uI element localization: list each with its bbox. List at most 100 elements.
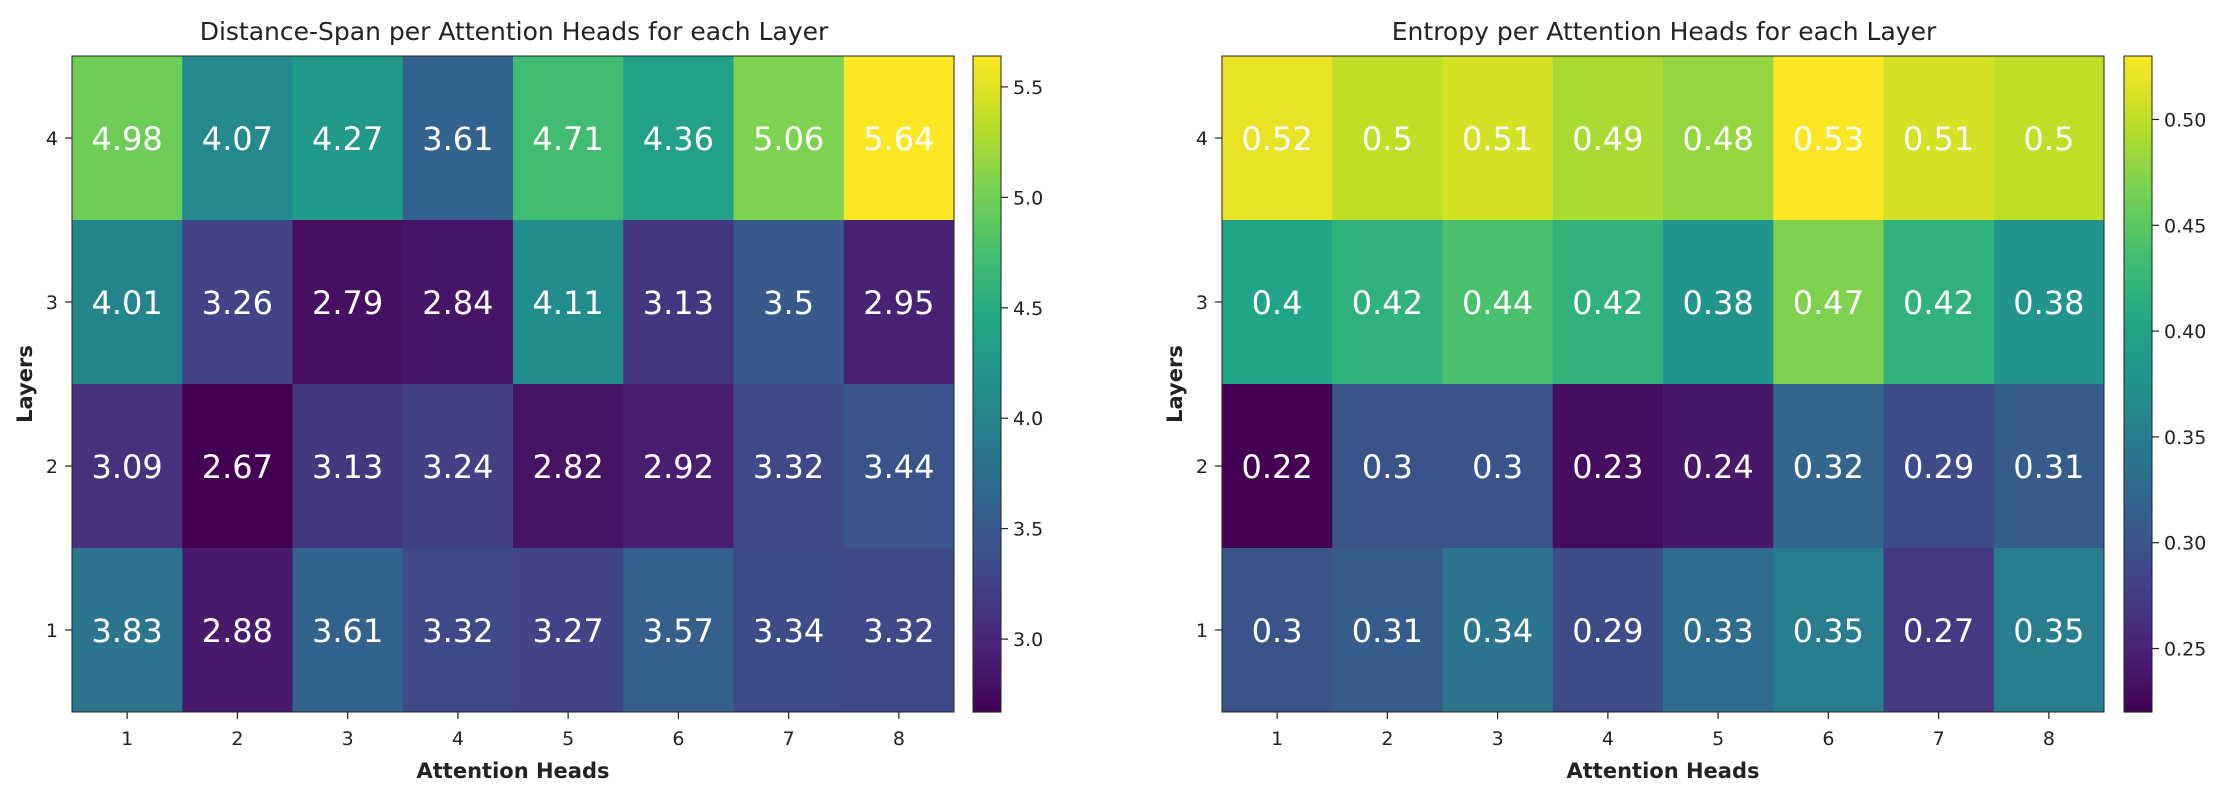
colorbar-segment <box>2124 411 2152 418</box>
colorbar-segment <box>2124 493 2152 500</box>
heatmap-cell <box>1332 548 1443 713</box>
colorbar-segment <box>2124 438 2152 445</box>
colorbar-segment <box>2124 526 2152 533</box>
colorbar-segment <box>2124 668 2152 675</box>
colorbar-segment <box>2124 416 2152 423</box>
colorbar-segment <box>973 105 1001 112</box>
colorbar-segment <box>2124 192 2152 199</box>
x-tick-label: 7 <box>1933 728 1945 750</box>
cell-value-label: 3.5 <box>763 284 814 322</box>
colorbar-segment <box>2124 72 2152 79</box>
colorbar-segment <box>2124 230 2152 237</box>
cell-value-label: 3.32 <box>863 612 934 650</box>
colorbar-segment <box>973 329 1001 336</box>
heatmap-cell <box>1552 384 1664 549</box>
colorbar-segment <box>973 291 1001 298</box>
colorbar-segment <box>973 482 1001 489</box>
colorbar-segment <box>973 296 1001 303</box>
colorbar-segment <box>973 635 1001 642</box>
colorbar-segment <box>2124 466 2152 473</box>
x-axis-label: Attention Heads <box>1567 759 1760 783</box>
cell-value-label: 2.88 <box>202 612 273 650</box>
x-tick-label: 2 <box>1381 728 1393 750</box>
cell-value-label: 0.42 <box>1903 284 1974 322</box>
x-tick-label: 2 <box>231 728 243 750</box>
colorbar-segment <box>973 345 1001 352</box>
y-tick-label: 2 <box>1196 456 1208 478</box>
cell-value-label: 0.22 <box>1242 448 1313 486</box>
heatmap-cell <box>733 220 845 385</box>
colorbar-segment <box>973 138 1001 145</box>
colorbar-segment <box>973 302 1001 309</box>
colorbar-segment <box>2124 400 2152 407</box>
colorbar-segment <box>2124 482 2152 489</box>
colorbar-segment <box>973 657 1001 664</box>
colorbar-frame <box>972 55 1002 713</box>
colorbar-segment <box>973 542 1001 549</box>
colorbar-segment <box>2124 99 2152 106</box>
colorbar-segment <box>2124 143 2152 150</box>
cell-value-label: 0.3 <box>1472 448 1523 486</box>
colorbar-segment <box>2124 487 2152 494</box>
colorbar-segment <box>973 449 1001 456</box>
colorbar-segment <box>973 411 1001 418</box>
cell-value-label: 0.42 <box>1572 284 1643 322</box>
colorbar-segment <box>2124 159 2152 166</box>
colorbar-segment <box>973 498 1001 505</box>
cell-value-label: 5.06 <box>753 120 824 158</box>
heatmap-cell <box>72 548 183 713</box>
colorbar-segment <box>2124 225 2152 232</box>
colorbar-segment <box>2124 132 2152 139</box>
heatmap-cell <box>182 220 293 385</box>
cell-value-label: 0.48 <box>1683 120 1754 158</box>
heatmap-cell <box>623 56 734 221</box>
colorbar-segment <box>2124 296 2152 303</box>
heatmap-cell <box>72 56 183 221</box>
cell-value-label: 4.71 <box>533 120 604 158</box>
colorbar-segment <box>973 165 1001 172</box>
cell-value-label: 4.36 <box>643 120 714 158</box>
colorbar-segment <box>2124 170 2152 177</box>
colorbar-segment <box>973 630 1001 637</box>
y-tick-label: 4 <box>1196 128 1208 150</box>
colorbar-segment <box>973 444 1001 451</box>
colorbar-segment <box>973 515 1001 522</box>
colorbar-segment <box>973 362 1001 369</box>
colorbar-tick-label: 3.5 <box>1013 519 1043 541</box>
heatmap-cell <box>1993 56 2105 221</box>
cell-value-label: 3.27 <box>533 612 604 650</box>
colorbar-segment <box>973 66 1001 73</box>
colorbar-segment <box>973 252 1001 259</box>
colorbar-segment <box>2124 198 2152 205</box>
cell-value-label: 0.3 <box>1252 612 1303 650</box>
heatmap-cell <box>402 548 514 713</box>
colorbar-segment <box>973 493 1001 500</box>
heatmap-cell <box>292 548 404 713</box>
colorbar-segment <box>973 520 1001 527</box>
colorbar-segment <box>2124 334 2152 341</box>
colorbar-segment <box>2124 236 2152 243</box>
colorbar-segment <box>2124 673 2152 680</box>
colorbar-segment <box>973 274 1001 281</box>
cell-value-label: 3.44 <box>863 448 934 486</box>
cell-value-label: 2.67 <box>202 448 273 486</box>
cell-value-label: 0.3 <box>1362 448 1413 486</box>
colorbar-segment <box>2124 154 2152 161</box>
heatmap-cell <box>843 220 955 385</box>
cell-value-label: 3.61 <box>422 120 493 158</box>
heatmap-cell <box>1773 56 1884 221</box>
colorbar-segment <box>973 198 1001 205</box>
colorbar-tick-label: 3.0 <box>1013 629 1043 651</box>
cell-value-label: 0.34 <box>1462 612 1533 650</box>
colorbar-segment <box>973 389 1001 396</box>
colorbar-segment <box>2124 586 2152 593</box>
cell-value-label: 4.98 <box>92 120 163 158</box>
colorbar-segment <box>2124 280 2152 287</box>
colorbar-segment <box>2124 690 2152 697</box>
colorbar-segment <box>2124 695 2152 702</box>
cell-value-label: 4.27 <box>312 120 383 158</box>
heatmap-cell <box>733 56 845 221</box>
cell-value-label: 0.51 <box>1903 120 1974 158</box>
colorbar-segment <box>973 77 1001 84</box>
heatmap-cell <box>1773 384 1884 549</box>
